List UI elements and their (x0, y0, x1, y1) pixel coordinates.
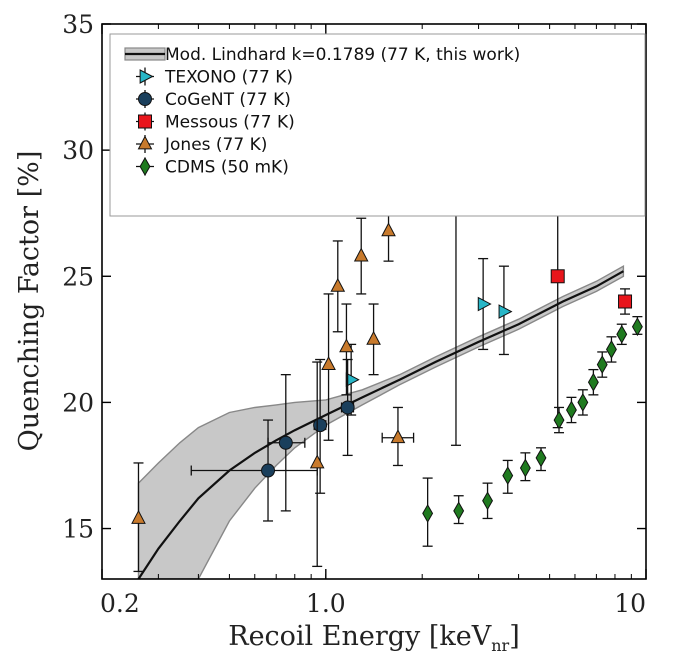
data-point (618, 294, 633, 309)
x-axis-title: Recoil Energy [keVnr] (228, 621, 520, 652)
x-tick-label: 1.0 (306, 589, 346, 618)
legend-marker (139, 69, 154, 84)
y-tick-label: 30 (62, 136, 94, 165)
series-cdms (422, 315, 643, 547)
y-tick-label: 20 (62, 388, 94, 417)
lindhard-uncertainty-band (137, 265, 625, 579)
data-point (577, 392, 589, 412)
legend-marker (138, 114, 152, 129)
data-point (550, 269, 565, 284)
legend-marker (138, 92, 152, 106)
data-point (261, 463, 276, 478)
data-point (519, 458, 531, 478)
plot-frame (101, 23, 647, 580)
y-tick-label: 35 (62, 10, 94, 39)
data-point (381, 222, 396, 237)
legend-box (109, 33, 646, 217)
data-point (366, 330, 381, 345)
data-point (535, 448, 547, 468)
x-tick-label: 10 (614, 589, 646, 618)
x-tick-label: 0.2 (100, 589, 140, 618)
legend: Mod. Lindhard k=0.1789 (77 K, this work)… (109, 33, 646, 217)
data-point (313, 418, 328, 433)
legend-label: CoGeNT (77 K) (165, 90, 291, 110)
data-point (553, 410, 565, 430)
data-point (587, 372, 599, 392)
legend-label-lindhard: Mod. Lindhard k=0.1789 (77 K, this work) (165, 45, 520, 65)
data-point (616, 324, 628, 344)
data-point (502, 466, 514, 486)
series-texono (345, 257, 513, 416)
data-point (309, 454, 325, 469)
y-axis-title: Quenching Factor [%] (14, 151, 45, 452)
data-point (453, 501, 465, 521)
lindhard-curve (137, 270, 624, 579)
data-point (596, 355, 608, 375)
legend-label: Jones (77 K) (164, 135, 267, 155)
data-point (631, 317, 643, 337)
data-point (278, 435, 293, 450)
data-point (339, 338, 354, 353)
legend-marker (139, 157, 151, 176)
data-point (340, 400, 355, 415)
series-jones (131, 197, 415, 573)
data-point (565, 400, 577, 420)
data-point (321, 356, 336, 370)
series-cogent (190, 358, 355, 522)
legend-label: CDMS (50 mK) (165, 158, 289, 178)
data-point (498, 304, 513, 319)
data-point (353, 247, 369, 262)
y-tick-label: 25 (62, 262, 94, 291)
data-point (482, 491, 494, 511)
data-point (477, 296, 492, 312)
data-point (605, 339, 617, 359)
data-point (131, 509, 146, 524)
data-point (390, 429, 406, 444)
data-point (330, 277, 346, 292)
legend-label: TEXONO (77 K) (164, 68, 293, 88)
data-point (422, 503, 434, 523)
legend-marker (137, 135, 153, 150)
legend-label: Messous (77 K) (165, 113, 295, 133)
y-tick-label: 15 (62, 515, 94, 544)
